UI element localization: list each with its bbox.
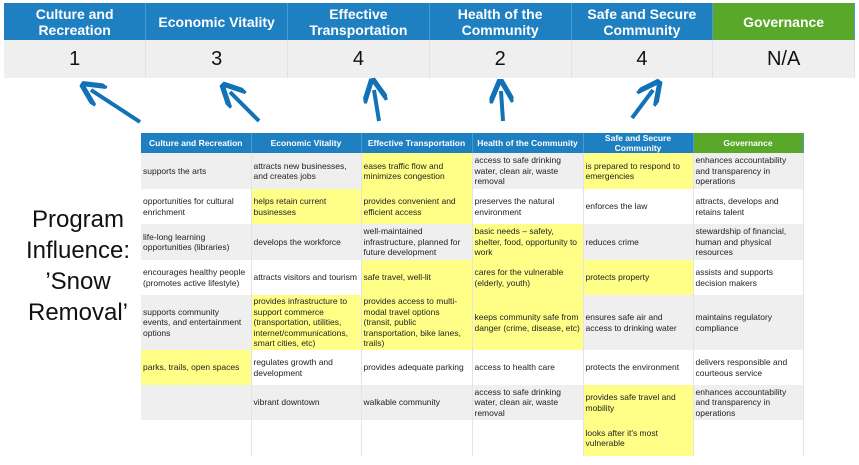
- table-cell: is prepared to respond to emergencies: [583, 153, 694, 189]
- table-cell: basic needs – safety, shelter, food, opp…: [472, 224, 584, 260]
- table-cell: delivers responsible and courteous servi…: [693, 350, 804, 385]
- category-header-effective-transportation: Effective Transportation: [287, 3, 430, 40]
- table-cell: helps retain current businesses: [251, 189, 362, 224]
- table-cell: attracts visitors and tourism: [251, 260, 362, 295]
- table-cell: [251, 420, 362, 456]
- table-row: opportunities for cultural enrichment hel…: [141, 189, 804, 224]
- table-cell: stewardship of financial, human and phys…: [693, 224, 804, 260]
- score-culture-and-recreation: 1: [4, 40, 147, 78]
- arrow-icon: [91, 90, 142, 124]
- table-cell: [361, 420, 473, 456]
- arrow-icon: [501, 91, 503, 122]
- grid-header-governance: Governance: [693, 133, 804, 153]
- table-cell: assists and supports decision makers: [693, 260, 804, 295]
- category-header-economic-vitality: Economic Vitality: [145, 3, 288, 40]
- table-cell: reduces crime: [583, 224, 694, 260]
- table-cell: looks after it's most vulnerable: [583, 420, 694, 456]
- category-header-safe-and-secure-community: Safe and Secure Community: [571, 3, 714, 40]
- table-cell: supports the arts: [141, 153, 252, 189]
- table-cell: maintains regulatory compliance: [693, 295, 804, 350]
- influence-grid: Culture and Recreation Economic Vitality E…: [141, 133, 804, 456]
- table-row: looks after it's most vulnerable: [141, 420, 804, 456]
- table-cell: provides access to multi-modal travel op…: [361, 295, 473, 350]
- table-row: supports the arts attracts new businesses…: [141, 153, 804, 189]
- program-influence-line: Removal’: [27, 299, 129, 326]
- table-cell: protects property: [583, 260, 694, 295]
- table-cell: opportunities for cultural enrichment: [141, 189, 252, 224]
- table-cell: walkable community: [361, 385, 473, 420]
- table-cell: provides adequate parking: [361, 350, 473, 385]
- program-influence-line: ’Snow: [45, 268, 111, 295]
- category-header-governance: Governance: [712, 3, 855, 40]
- table-cell: access to health care: [472, 350, 584, 385]
- table-cell: attracts, develops and retains talent: [693, 189, 804, 224]
- program-influence-label: Program Influence: ’Snow Removal’: [14, 204, 142, 328]
- grid-header-health-of-the-community: Health of the Community: [472, 133, 584, 153]
- category-header-health-of-the-community: Health of the Community: [429, 3, 572, 40]
- table-cell: attracts new businesses, and creates job…: [251, 153, 362, 189]
- grid-header-safe-and-secure-community: Safe and Secure Community: [583, 133, 694, 153]
- table-cell: vibrant downtown: [251, 385, 362, 420]
- table-cell: provides convenient and efficient access: [361, 189, 473, 224]
- table-cell: supports community events, and entertain…: [141, 295, 252, 350]
- table-cell: protects the environment: [583, 350, 694, 385]
- table-cell: enhances accountability and transparency…: [693, 385, 804, 420]
- table-row: parks, trails, open spaces regulates grow…: [141, 350, 804, 385]
- score-governance: N/A: [712, 40, 855, 78]
- score-effective-transportation: 4: [287, 40, 430, 78]
- table-cell: eases traffic flow and minimizes congest…: [361, 153, 473, 189]
- table-cell: regulates growth and development: [251, 350, 362, 385]
- grid-header-culture-and-recreation: Culture and Recreation: [141, 133, 252, 153]
- table-row: supports community events, and entertain…: [141, 295, 804, 350]
- table-cell: provides infrastructure to support comme…: [251, 295, 362, 350]
- table-cell: keeps community safe from danger (crime,…: [472, 295, 584, 350]
- table-cell: [141, 420, 252, 456]
- category-header-culture-and-recreation: Culture and Recreation: [4, 3, 147, 40]
- score-economic-vitality: 3: [145, 40, 288, 78]
- table-cell: enforces the law: [583, 189, 694, 224]
- table-cell: safe travel, well-lit: [361, 260, 473, 295]
- table-cell: well-maintained infrastructure, planned …: [361, 224, 473, 260]
- table-cell: cares for the vulnerable (elderly, youth…: [472, 260, 584, 295]
- table-cell: access to safe drinking water, clean air…: [472, 153, 584, 189]
- table-row: vibrant downtown walkable community access…: [141, 385, 804, 420]
- grid-header-effective-transportation: Effective Transportation: [361, 133, 473, 153]
- arrow-icon: [374, 90, 379, 122]
- score-safe-and-secure-community: 4: [571, 40, 714, 78]
- table-row: encourages healthy people (promotes acti…: [141, 260, 804, 295]
- table-cell: ensures safe air and access to drinking …: [583, 295, 694, 350]
- table-cell: preserves the natural environment: [472, 189, 584, 224]
- table-cell: [693, 420, 804, 456]
- program-influence-line: Influence:: [25, 237, 131, 264]
- table-cell: [472, 420, 584, 456]
- arrow-icon: [630, 90, 653, 120]
- grid-header-economic-vitality: Economic Vitality: [251, 133, 362, 153]
- table-cell: parks, trails, open spaces: [141, 350, 252, 385]
- table-row: life-long learning opportunities (librar…: [141, 224, 804, 260]
- table-cell: access to safe drinking water, clean air…: [472, 385, 584, 420]
- program-influence-line: Program: [31, 206, 125, 233]
- table-cell: [141, 385, 252, 420]
- arrow-icon: [230, 92, 261, 123]
- summary-table: Culture and Recreation Economic Vitality E…: [4, 3, 855, 78]
- table-cell: life-long learning opportunities (librar…: [141, 224, 252, 260]
- table-cell: develops the workforce: [251, 224, 362, 260]
- table-cell: provides safe travel and mobility: [583, 385, 694, 420]
- score-health-of-the-community: 2: [429, 40, 572, 78]
- table-cell: enhances accountability and transparency…: [693, 153, 804, 189]
- table-cell: encourages healthy people (promotes acti…: [141, 260, 252, 295]
